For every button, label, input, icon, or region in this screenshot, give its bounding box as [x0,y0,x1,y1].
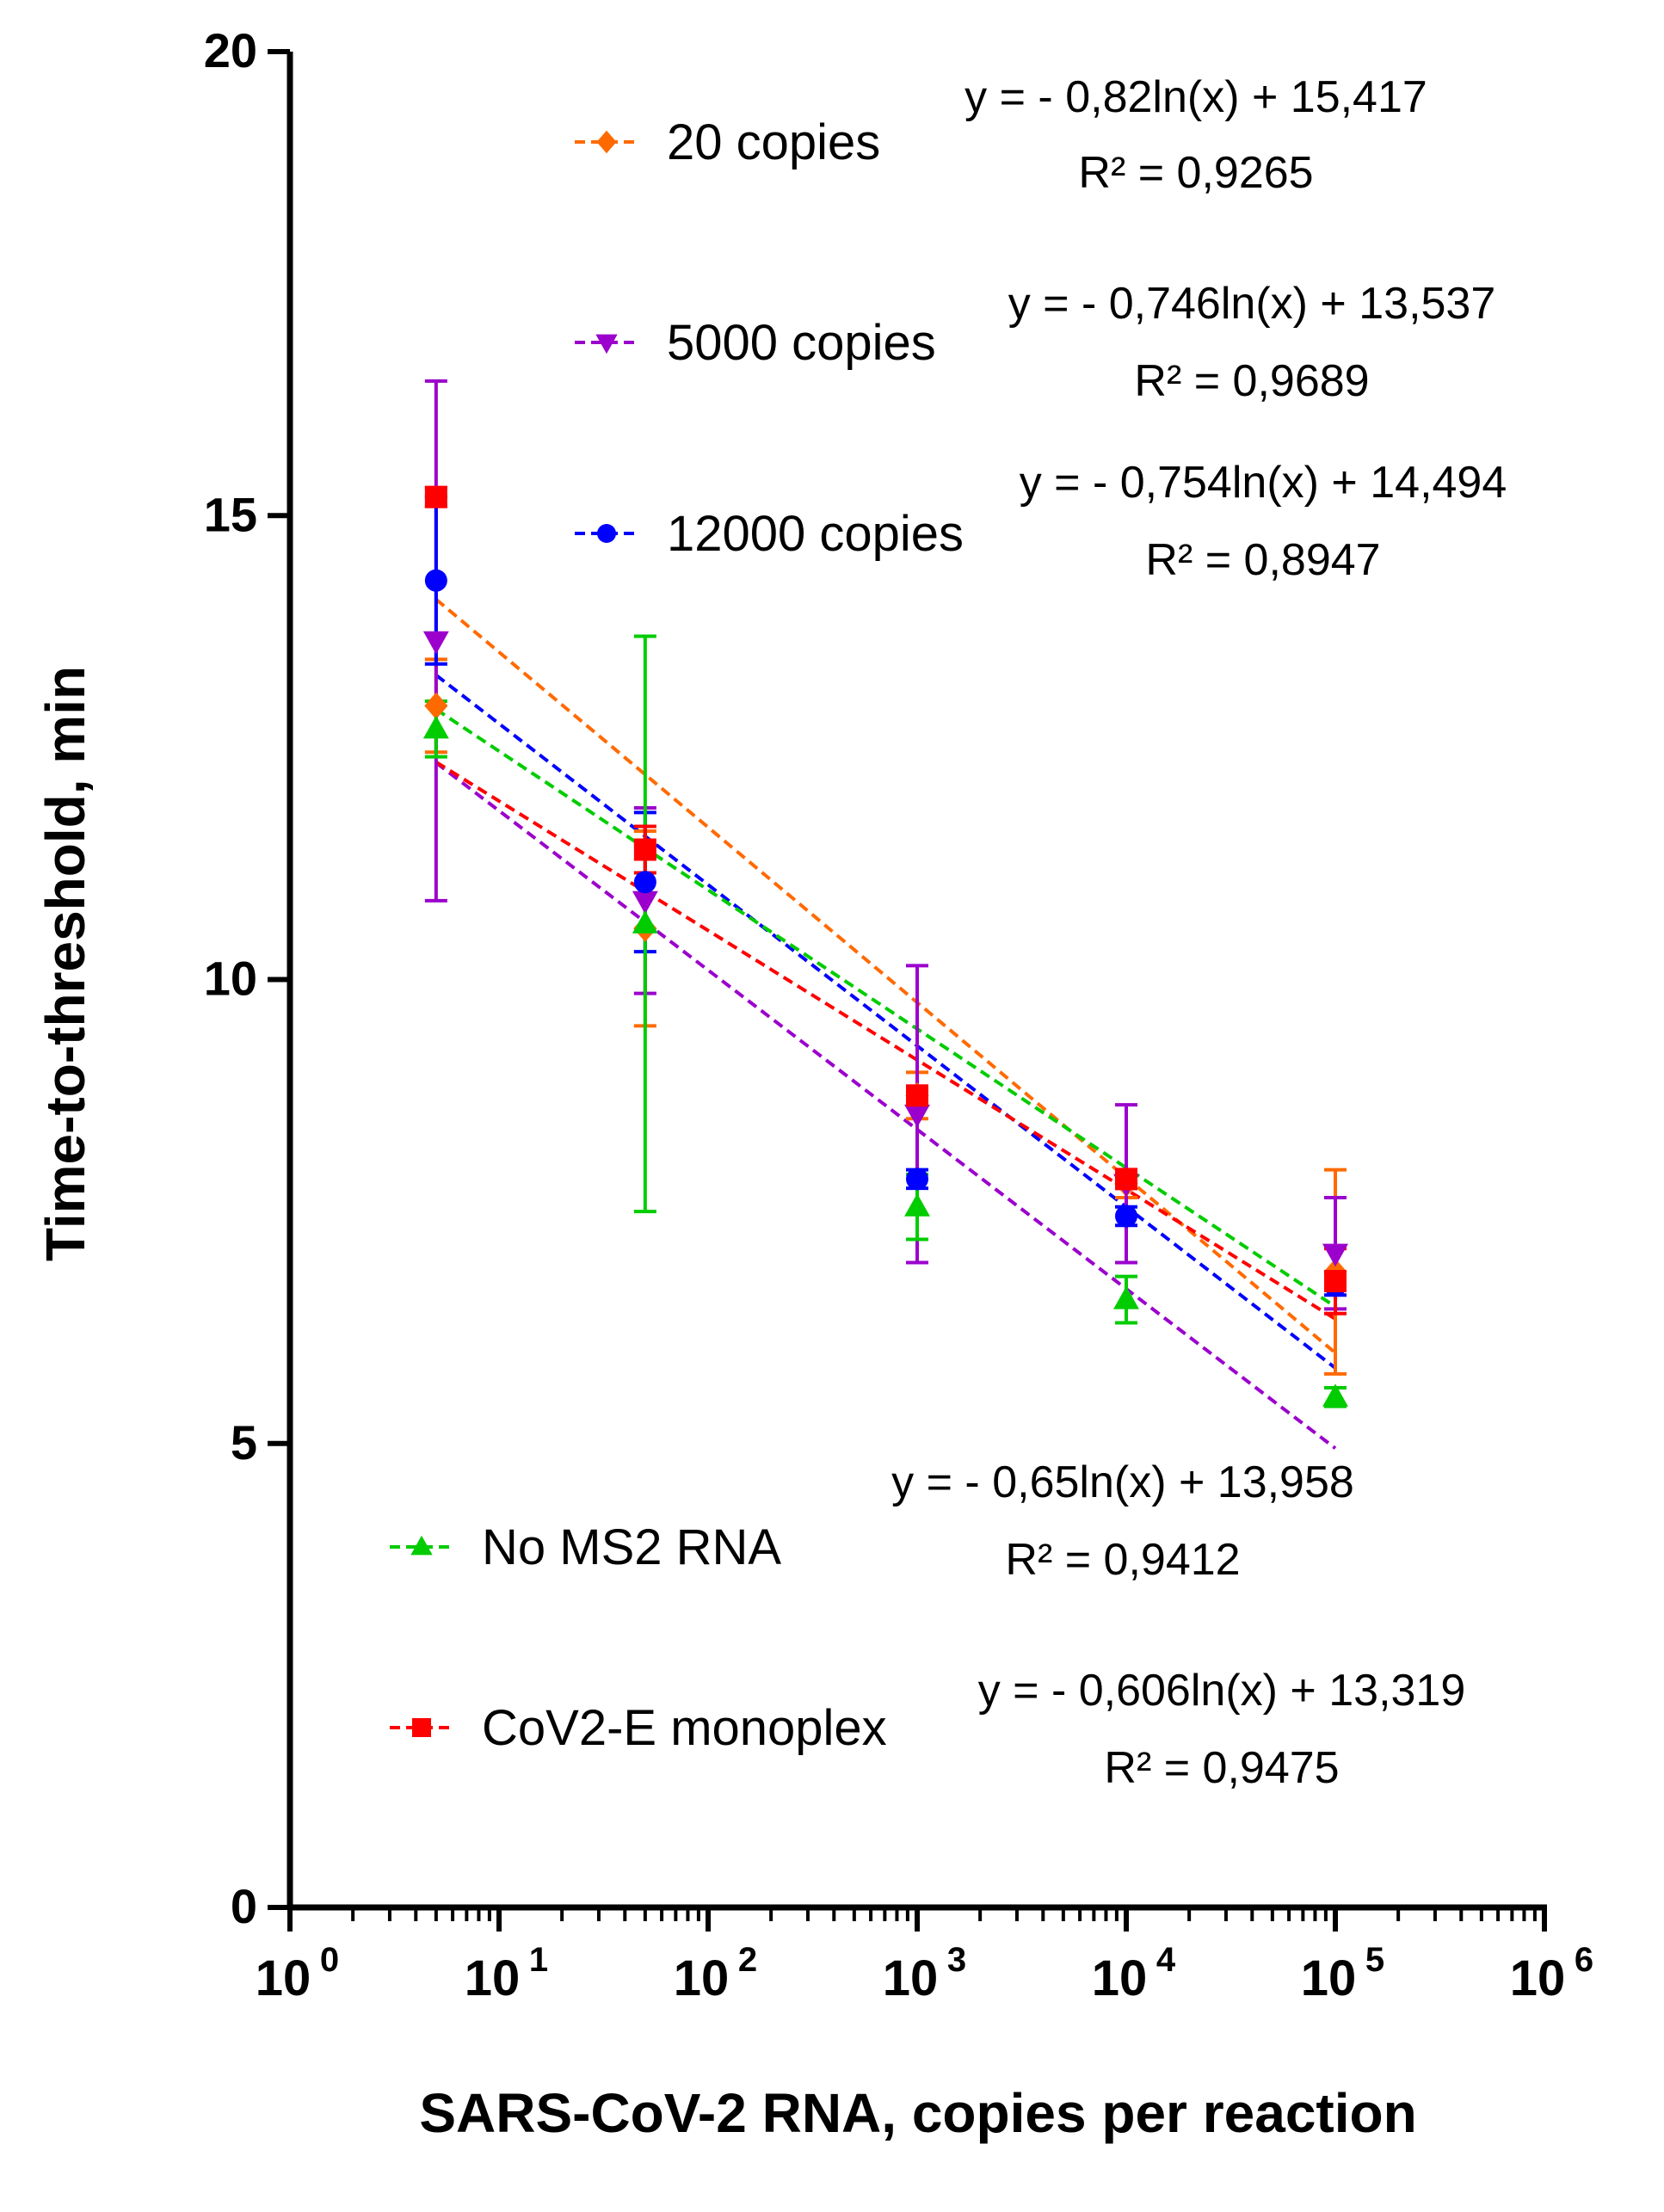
data-point-4-3 [1115,1168,1137,1191]
y-tick-label-4: 20 [204,23,257,77]
legend-layer: 20 copies y = - 0,82ln(x) + 15,417 R² = 0,… [390,72,1507,1793]
trendline-equation-1: y = - 0,746ln(x) + 13,537 [1008,279,1496,329]
legend-label-0: 20 copies [667,114,880,170]
data-point-0-0 [424,692,448,719]
trendline-r2-1: R² = 0,9689 [1134,356,1369,406]
x-tick-exponent-3: 3 [947,1941,966,1979]
trendline-r2-4: R² = 0,9475 [1104,1743,1339,1793]
data-point-1-4 [1322,1243,1348,1267]
data-point-3-3 [1113,1285,1139,1309]
data-point-2-1 [633,871,656,894]
data-point-3-0 [422,715,449,739]
data-point-3-2 [904,1193,930,1217]
legend-marker-4 [412,1718,431,1737]
x-tick-exponent-5: 5 [1365,1941,1384,1979]
legend-marker-1 [595,334,618,354]
data-point-3-4 [1322,1383,1348,1407]
x-tick-label-3: 10 [883,1950,939,2006]
trendline-1 [434,761,1337,1450]
legend-marker-0 [596,130,617,154]
data-point-2-2 [906,1168,928,1191]
y-tick-label-1: 5 [231,1415,257,1470]
legend-marker-3 [410,1535,433,1556]
y-tick-label-2: 10 [204,952,257,1006]
trendline-4 [434,761,1337,1321]
y-tick-label-0: 0 [231,1879,257,1933]
x-tick-label-2: 10 [674,1950,730,2006]
legend-marker-2 [597,524,616,543]
x-tick-label-4: 10 [1092,1950,1148,2006]
data-point-4-2 [906,1084,928,1107]
x-tick-exponent-4: 4 [1156,1941,1176,1979]
data-point-1-2 [904,1104,930,1128]
x-tick-label-1: 10 [465,1950,521,2006]
y-axis-label: Time-to-threshold, min [34,666,96,1261]
x-tick-exponent-2: 2 [738,1941,757,1979]
data-point-2-0 [424,569,447,592]
legend-label-2: 12000 copies [667,506,964,562]
trendline-equation-2: y = - 0,754ln(x) + 14,494 [1020,458,1507,508]
trendline-3 [434,707,1337,1309]
x-tick-exponent-0: 0 [320,1941,339,1979]
x-tick-label-6: 10 [1510,1950,1566,2006]
trendline-equation-4: y = - 0,606ln(x) + 13,319 [978,1666,1466,1716]
x-tick-exponent-1: 1 [529,1941,548,1979]
data-points-layer [422,485,1348,1407]
trendline-r2-2: R² = 0,8947 [1145,535,1380,585]
trendline-0 [434,598,1337,1354]
trendlines-layer [434,598,1337,1450]
data-point-4-4 [1324,1270,1347,1293]
data-point-2-3 [1115,1205,1137,1228]
trendline-r2-3: R² = 0,9412 [1005,1535,1240,1585]
data-point-4-0 [424,485,447,508]
data-point-4-1 [633,838,656,861]
y-tick-label-3: 15 [204,487,257,541]
x-tick-label-5: 10 [1301,1950,1357,2006]
x-axis-label: SARS-CoV-2 RNA, copies per reaction [419,2082,1416,2144]
legend-label-1: 5000 copies [667,315,936,371]
trendline-r2-0: R² = 0,9265 [1078,148,1313,198]
legend-label-4: CoV2-E monoplex [482,1700,887,1756]
trendline-equation-0: y = - 0,82ln(x) + 15,417 [965,72,1427,122]
legend-label-3: No MS2 RNA [482,1519,781,1575]
trendline-2 [434,674,1337,1370]
data-point-1-1 [632,890,658,915]
data-point-3-1 [632,910,658,933]
trendline-equation-3: y = - 0,65ln(x) + 13,958 [891,1457,1354,1507]
x-tick-label-0: 10 [256,1950,311,2006]
data-point-1-0 [422,631,449,655]
x-tick-exponent-6: 6 [1575,1941,1593,1979]
